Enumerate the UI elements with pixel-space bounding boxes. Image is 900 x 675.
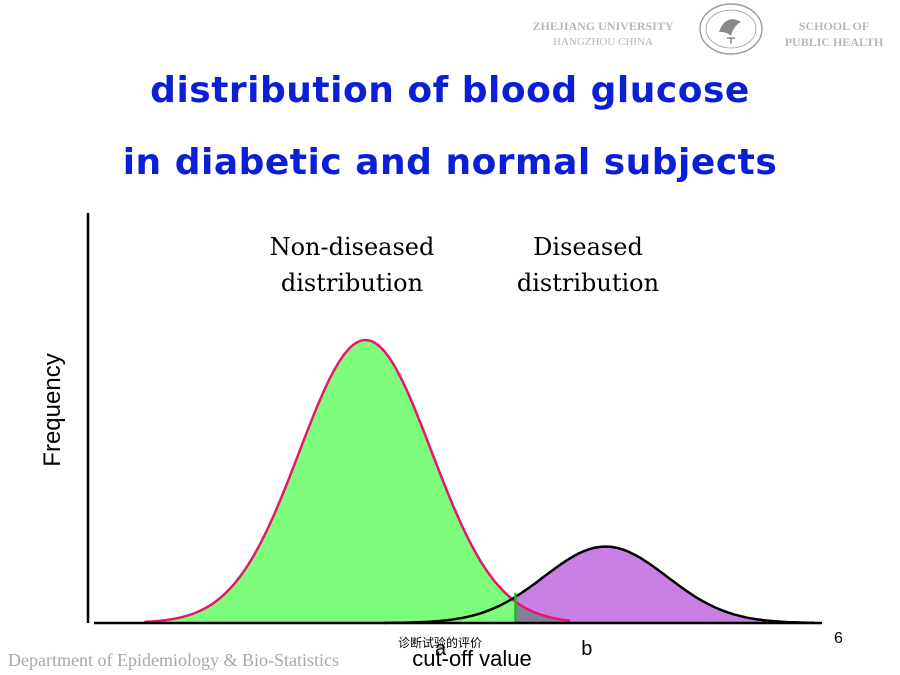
- university-name-line1: ZHEJIANG UNIVERSITY: [532, 19, 674, 33]
- non-diseased-label-line1: Non-diseased: [270, 233, 435, 261]
- watermark-text: 诊断试验的评价: [398, 636, 483, 650]
- diseased-area: [515, 546, 815, 623]
- non-diseased-label-line2: distribution: [281, 269, 423, 297]
- school-name: SCHOOL OF PUBLIC HEALTH: [770, 18, 898, 50]
- x-axis-label: cut-off value: [412, 646, 531, 671]
- x-marker-a: a: [435, 638, 447, 660]
- page-number: 6: [834, 630, 843, 647]
- diseased-curve: [384, 545, 815, 625]
- department-footer: Department of Epidemiology & Bio-Statist…: [8, 650, 339, 670]
- slide-title-line2: in diabetic and normal subjects: [122, 142, 778, 183]
- university-seal-logo: [699, 3, 763, 55]
- diseased-label-line2: distribution: [517, 269, 659, 297]
- school-name-line2: PUBLIC HEALTH: [784, 35, 884, 49]
- x-marker-b: b: [581, 638, 592, 660]
- slide-title-line1: distribution of blood glucose: [150, 70, 750, 111]
- school-name-line1: SCHOOL OF: [798, 19, 870, 33]
- university-location: HANGZHOU CHINA: [553, 36, 653, 48]
- diseased-label-line1: Diseased: [533, 233, 643, 261]
- non-diseased-curve: [144, 338, 571, 624]
- y-axis-label: Frequency: [39, 353, 66, 466]
- overlap-area: [515, 601, 571, 623]
- non-diseased-area: [144, 340, 571, 623]
- university-name: ZHEJIANG UNIVERSITY HANGZHOU CHINA: [514, 18, 692, 50]
